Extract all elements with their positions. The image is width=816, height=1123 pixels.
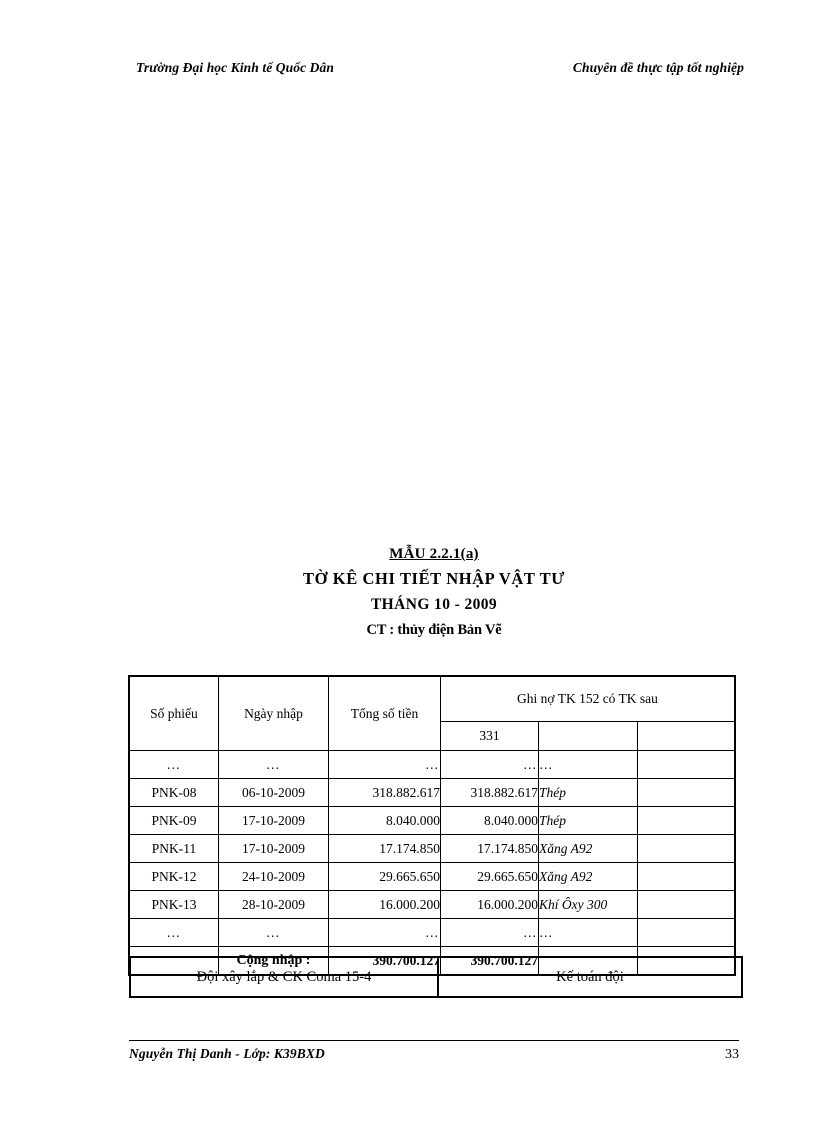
page-title: TỜ KÊ CHI TIẾT NHẬP VẬT TƯ xyxy=(303,568,565,588)
cell-material: … xyxy=(538,918,638,947)
cell-voucher-no: PNK-09 xyxy=(129,806,219,835)
cell-extra xyxy=(637,778,735,807)
cell-material: Xăng A92 xyxy=(538,834,638,863)
cell-extra xyxy=(637,750,735,779)
signature-accountant-label: Kế toán đội xyxy=(556,968,624,985)
header-document-type: Chuyên đề thực tập tốt nghiệp xyxy=(572,60,744,75)
col-header-account-331: 331 xyxy=(440,721,539,751)
page-number: 33 xyxy=(725,1047,739,1062)
total-amount: 390.700.127 xyxy=(328,946,441,975)
col-header-voucher-no: Số phiếu xyxy=(129,676,219,751)
cell-account-331: 16.000.200 xyxy=(440,890,539,919)
footer-divider xyxy=(129,1040,739,1041)
cell-material: Khí Ôxy 300 xyxy=(538,890,638,919)
cell-extra xyxy=(637,918,735,947)
cell-material: Thép xyxy=(538,806,638,835)
table-body: … … … … … PNK-08 06-10-2009 318.882.617 … xyxy=(129,750,735,975)
cell-account-331: 318.882.617 xyxy=(440,778,539,807)
col-header-debit-group: Ghi nợ TK 152 có TK sau xyxy=(440,676,735,722)
cell-voucher-no: PNK-13 xyxy=(129,890,219,919)
header-university-name: Trường Đại học Kinh tế Quốc Dân xyxy=(136,60,334,75)
total-extra-blank xyxy=(637,946,735,975)
document-title-block: MẪU 2.2.1(a) TỜ KÊ CHI TIẾT NHẬP VẬT TƯ … xyxy=(129,544,739,642)
cell-account-331: … xyxy=(440,918,539,947)
signature-team-label: Đội xây lắp & CK Coma 15-4 xyxy=(131,958,439,996)
table-row: PNK-12 24-10-2009 29.665.650 29.665.650 … xyxy=(129,862,735,891)
table-row: … … … … … xyxy=(129,750,735,779)
cell-total-amount: 318.882.617 xyxy=(328,778,441,807)
table-total-row: Cộng nhập : 390.700.127 390.700.127 xyxy=(129,946,735,975)
project-subtitle: CT : thủy điện Bản Vẽ xyxy=(366,621,502,638)
page-running-header: Trường Đại học Kinh tế Quốc Dân Chuyên đ… xyxy=(136,60,744,76)
cell-total-amount: 8.040.000 xyxy=(328,806,441,835)
table-row: PNK-08 06-10-2009 318.882.617 318.882.61… xyxy=(129,778,735,807)
table-header: Số phiếu Ngày nhập Tổng số tiền Ghi nợ T… xyxy=(129,676,735,751)
cell-entry-date: … xyxy=(218,918,329,947)
signature-box: Đội xây lắp & CK Coma 15-4 Kế toán đội xyxy=(129,956,743,998)
cell-extra xyxy=(637,806,735,835)
cell-voucher-no: PNK-08 xyxy=(129,778,219,807)
cell-entry-date: … xyxy=(218,750,329,779)
cell-voucher-no: … xyxy=(129,750,219,779)
table-row: … … … … … xyxy=(129,918,735,947)
cell-entry-date: 24-10-2009 xyxy=(218,862,329,891)
cell-entry-date: 17-10-2009 xyxy=(218,834,329,863)
cell-account-331: 17.174.850 xyxy=(440,834,539,863)
table-row: PNK-13 28-10-2009 16.000.200 16.000.200 … xyxy=(129,890,735,919)
form-code-title: MẪU 2.2.1(a) xyxy=(389,546,479,562)
cell-extra xyxy=(637,834,735,863)
cell-total-amount: … xyxy=(328,918,441,947)
cell-account-331: … xyxy=(440,750,539,779)
cell-extra xyxy=(637,890,735,919)
col-header-extra-blank xyxy=(637,721,735,751)
footer-author-name: Nguyễn Thị Danh - Lớp: K39BXD xyxy=(129,1046,325,1061)
cell-voucher-no: PNK-12 xyxy=(129,862,219,891)
cell-entry-date: 06-10-2009 xyxy=(218,778,329,807)
table-row: PNK-11 17-10-2009 17.174.850 17.174.850 … xyxy=(129,834,735,863)
cell-material: … xyxy=(538,750,638,779)
cell-material: Xăng A92 xyxy=(538,862,638,891)
col-header-total-amount: Tổng số tiền xyxy=(328,676,441,751)
cell-voucher-no: … xyxy=(129,918,219,947)
cell-entry-date: 17-10-2009 xyxy=(218,806,329,835)
col-header-material-blank xyxy=(538,721,638,751)
cell-extra xyxy=(637,862,735,891)
page-running-footer: Nguyễn Thị Danh - Lớp: K39BXD 33 xyxy=(129,1046,739,1063)
cell-total-amount: 16.000.200 xyxy=(328,890,441,919)
material-receipt-table: Số phiếu Ngày nhập Tổng số tiền Ghi nợ T… xyxy=(128,675,736,976)
cell-total-amount: … xyxy=(328,750,441,779)
total-label: Cộng nhập : xyxy=(218,946,329,975)
cell-voucher-no: PNK-11 xyxy=(129,834,219,863)
cell-total-amount: 29.665.650 xyxy=(328,862,441,891)
period-subtitle: THÁNG 10 - 2009 xyxy=(370,595,498,613)
cell-account-331: 8.040.000 xyxy=(440,806,539,835)
total-blank-cell xyxy=(129,946,219,975)
cell-total-amount: 17.174.850 xyxy=(328,834,441,863)
cell-material: Thép xyxy=(538,778,638,807)
cell-entry-date: 28-10-2009 xyxy=(218,890,329,919)
cell-account-331: 29.665.650 xyxy=(440,862,539,891)
table-row: PNK-09 17-10-2009 8.040.000 8.040.000 Th… xyxy=(129,806,735,835)
col-header-entry-date: Ngày nhập xyxy=(218,676,329,751)
